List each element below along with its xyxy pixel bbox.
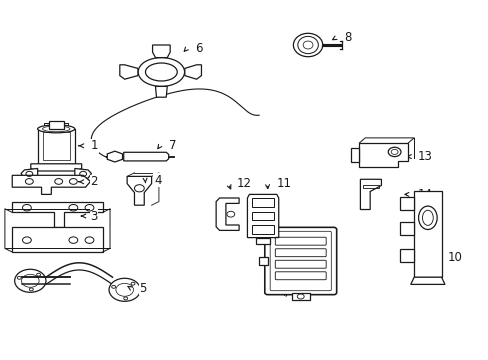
Circle shape — [109, 278, 140, 301]
Polygon shape — [120, 65, 138, 79]
Polygon shape — [255, 238, 270, 244]
Polygon shape — [31, 164, 81, 171]
Text: 1: 1 — [90, 139, 98, 152]
Polygon shape — [152, 45, 170, 58]
Polygon shape — [216, 198, 239, 230]
Polygon shape — [12, 227, 102, 252]
Polygon shape — [413, 191, 441, 277]
Polygon shape — [399, 249, 413, 262]
Polygon shape — [350, 148, 359, 162]
Polygon shape — [410, 277, 444, 284]
Polygon shape — [49, 121, 63, 129]
Ellipse shape — [138, 58, 184, 86]
Ellipse shape — [293, 33, 322, 57]
Polygon shape — [184, 65, 201, 79]
Polygon shape — [359, 143, 407, 167]
Text: 5: 5 — [139, 282, 146, 294]
Text: 11: 11 — [276, 177, 291, 190]
Text: 3: 3 — [90, 210, 98, 222]
Text: 12: 12 — [237, 177, 252, 190]
Text: 14: 14 — [417, 188, 432, 201]
Text: 4: 4 — [154, 174, 161, 186]
Polygon shape — [21, 168, 38, 178]
Text: 6: 6 — [195, 42, 203, 55]
Text: 10: 10 — [447, 251, 461, 264]
Polygon shape — [75, 168, 91, 178]
Ellipse shape — [418, 206, 436, 230]
Polygon shape — [259, 257, 267, 265]
Polygon shape — [291, 292, 309, 300]
Polygon shape — [399, 197, 413, 210]
Ellipse shape — [145, 63, 177, 81]
Polygon shape — [107, 151, 122, 162]
Text: 9: 9 — [290, 291, 298, 303]
Polygon shape — [127, 176, 151, 205]
Text: 8: 8 — [344, 31, 351, 44]
Polygon shape — [399, 222, 413, 235]
Circle shape — [15, 269, 46, 292]
Polygon shape — [12, 175, 90, 194]
FancyBboxPatch shape — [264, 228, 336, 294]
Polygon shape — [360, 179, 381, 210]
Ellipse shape — [38, 125, 75, 133]
Polygon shape — [247, 194, 278, 238]
Polygon shape — [12, 202, 102, 227]
Ellipse shape — [297, 36, 318, 54]
Text: 13: 13 — [417, 150, 432, 163]
Polygon shape — [155, 86, 167, 97]
Text: 7: 7 — [168, 139, 176, 152]
Text: 2: 2 — [90, 175, 98, 188]
Polygon shape — [123, 152, 168, 161]
